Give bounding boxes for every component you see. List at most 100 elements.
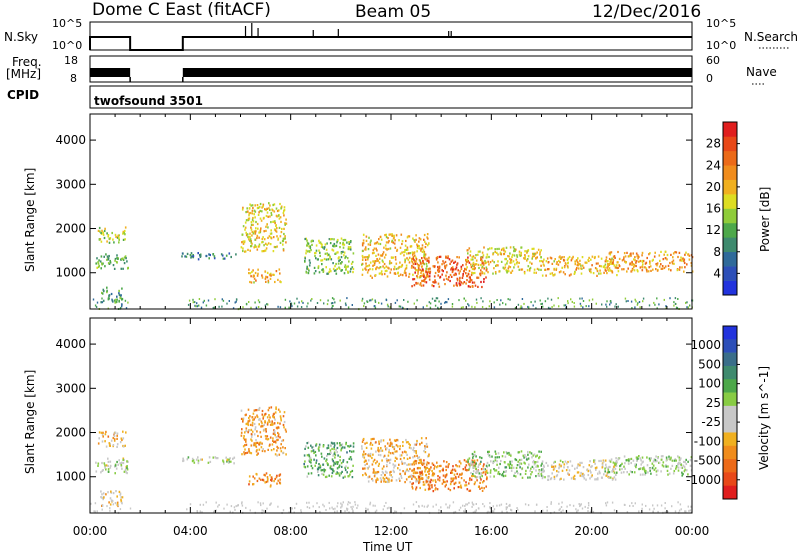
velocity-cell [242,445,245,448]
velocity-ground-cell [346,507,348,510]
power-cell [672,259,675,262]
power-cell [327,272,329,275]
power-ground-cell [482,300,484,303]
power-ground-cell [507,298,509,301]
power-cell [378,272,381,275]
velocity-cell [332,470,335,473]
velocity-cell [320,469,323,472]
velocity-cell [255,445,258,448]
power-cell [340,256,343,259]
velocity-cell [277,408,280,411]
velocity-cell [470,471,472,475]
velocity-cell [253,409,256,412]
velocity-cell [614,473,617,476]
power-cell [97,262,100,265]
power-cell [407,252,410,255]
velocity-cell [419,481,421,484]
velocity-cell [109,503,112,506]
velocity-cell [481,481,484,484]
power-cell [518,253,521,256]
velocity-cell [484,468,486,471]
power-cell [417,264,420,267]
velocity-ground-cell [550,502,552,505]
velocity-cell [195,458,198,461]
power-cell [263,216,265,219]
power-ground-cell [92,298,95,301]
velocity-cell [535,461,537,464]
power-cell [608,252,611,255]
power-cell [497,260,499,263]
power-cell [345,267,347,270]
noise-left-tick-top: 10^5 [52,17,83,30]
velocity-cell [475,462,477,465]
velocity-cell [247,423,250,427]
velocity-cell [541,477,544,480]
power-cell [405,248,408,251]
velocity-cell [426,466,428,469]
velocity-ground-cell [306,506,309,509]
power-cell [255,245,258,248]
velocity-cell [453,477,455,480]
velocity-cell [333,451,336,454]
power-cell [118,300,120,303]
velocity-cell [244,452,247,455]
power-cell [383,246,385,249]
power-cell [254,230,257,233]
power-cell [685,251,687,254]
velocity-cell [527,476,529,479]
velocity-cell [419,461,422,464]
velocity-ground-cell [605,502,607,505]
power-cell [670,269,672,272]
velocity-cell [399,447,401,451]
velocity-cell [107,435,110,438]
power-cell [590,268,592,271]
power-cell [352,252,355,255]
velocity-ground-cell [496,504,498,507]
velocity-cell [280,450,283,453]
velocity-cell [473,450,476,453]
power-cell [376,249,378,252]
power-cell [315,257,317,260]
power-cell [186,252,189,255]
power-cell [393,242,396,245]
power-cell [677,255,679,259]
power-ground-cell [582,300,585,302]
velocity-cell [344,466,346,469]
velocity-cell [386,460,389,464]
power-cell [310,249,312,252]
velocity-cell [581,461,583,464]
power-ground-cell [389,306,391,309]
velocity-cell [347,466,349,469]
power-cell [618,265,621,268]
velocity-ground-cell [266,507,268,510]
velocity-cell [532,454,535,457]
velocity-cell [533,463,536,466]
velocity-cell [679,462,681,465]
power-ground-cell [192,298,194,301]
power-ground-cell [242,306,244,309]
power-cell [304,257,306,260]
velocity-cell [451,468,454,471]
velocity-cell [460,462,462,465]
velocity-cell [669,458,671,461]
power-cell [484,262,487,265]
velocity-cell [329,467,332,470]
velocity-cell [496,456,499,459]
power-cell [565,263,567,266]
velocity-cell [427,487,430,490]
velocity-cell [675,466,678,469]
power-cell [429,270,432,273]
velocity-cell [567,460,569,464]
velocity-cell [304,460,306,463]
power-cell [108,294,111,297]
velocity-cell [122,458,124,461]
power-cell [103,255,105,258]
velocity-cell [653,458,656,461]
velocity-cell [341,470,343,473]
velocity-cell [430,478,432,481]
power-cell [566,265,569,268]
velocity-cell [673,469,676,473]
power-cell [507,255,509,258]
power-cell [252,216,254,220]
power-cell [417,272,419,275]
